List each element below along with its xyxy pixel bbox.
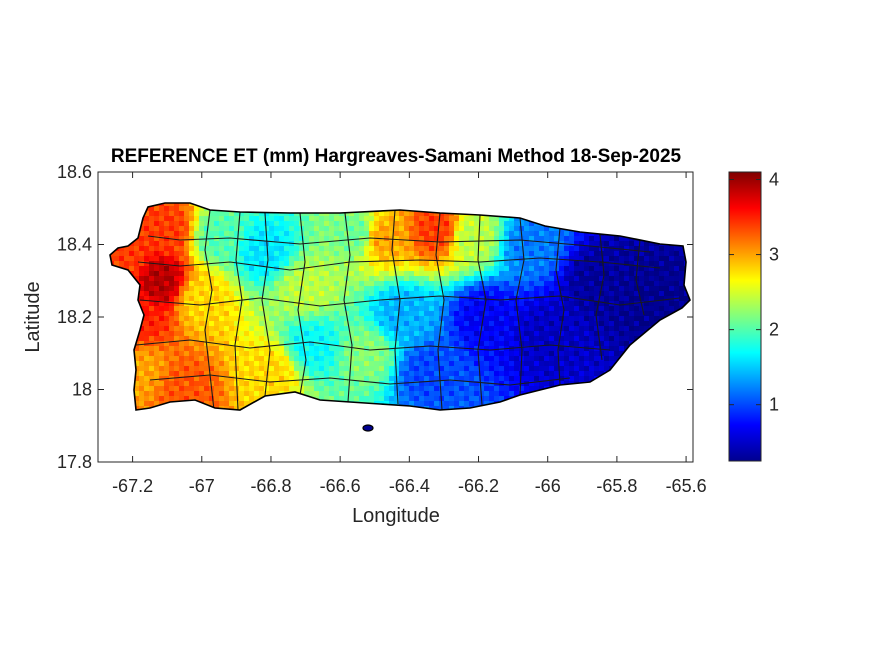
municipality-boundary	[147, 235, 651, 253]
x-tick-label: -65.6	[666, 476, 707, 496]
municipality-boundary	[515, 217, 525, 396]
municipality-boundary	[555, 227, 565, 386]
x-tick-label: -65.8	[596, 476, 637, 496]
municipality-boundary	[595, 233, 605, 361]
island-caja-de-muertos	[362, 424, 374, 432]
x-tick-label: -67	[189, 476, 215, 496]
municipality-boundary	[149, 374, 571, 386]
x-tick-label: -67.2	[112, 476, 153, 496]
municipality-boundary	[297, 212, 307, 396]
x-axis-label: Longitude	[352, 505, 440, 527]
municipality-boundary	[204, 209, 215, 410]
municipality-boundary	[137, 257, 661, 271]
colorbar-ticks: 1 2 3 4	[729, 170, 779, 415]
y-tick-label: 18	[72, 380, 92, 400]
municipality-boundary	[477, 214, 487, 406]
colorbar: 1 2 3 4	[728, 170, 779, 462]
municipality-boundary	[343, 212, 353, 403]
colorbar-tick-label: 1	[769, 395, 779, 415]
municipality-boundary	[135, 339, 611, 351]
municipality-boundary	[391, 209, 401, 405]
colorbar-gradient	[728, 171, 762, 462]
colorbar-tick-label: 4	[769, 170, 779, 190]
x-tick-label: -66	[535, 476, 561, 496]
chart-title: REFERENCE ET (mm) Hargreaves-Samani Meth…	[111, 146, 682, 167]
y-tick-label: 17.8	[57, 452, 92, 472]
island-outline	[109, 202, 691, 411]
municipality-boundary	[435, 212, 445, 410]
municipality-boundary	[635, 239, 645, 316]
x-tick-label: -66.4	[389, 476, 430, 496]
y-axis-label: Latitude	[22, 281, 44, 352]
x-tick-label: -66.2	[458, 476, 499, 496]
x-tick-label: -66.6	[320, 476, 361, 496]
municipality-boundary	[261, 212, 271, 397]
y-tick-label: 18.2	[57, 307, 92, 327]
x-axis-ticks: -67.2 -67 -66.8 -66.6 -66.4 -66.2 -66 -65.8 -65.…	[112, 172, 707, 496]
municipality-boundary	[139, 295, 681, 307]
y-axis-ticks: 18.6 18.4 18.2 18 17.8	[57, 162, 693, 472]
colorbar-tick-label: 3	[769, 245, 779, 265]
municipality-boundaries	[135, 209, 681, 410]
x-tick-label: -66.8	[250, 476, 291, 496]
y-tick-label: 18.6	[57, 162, 92, 182]
colorbar-tick-label: 2	[769, 320, 779, 340]
y-tick-label: 18.4	[57, 235, 92, 255]
